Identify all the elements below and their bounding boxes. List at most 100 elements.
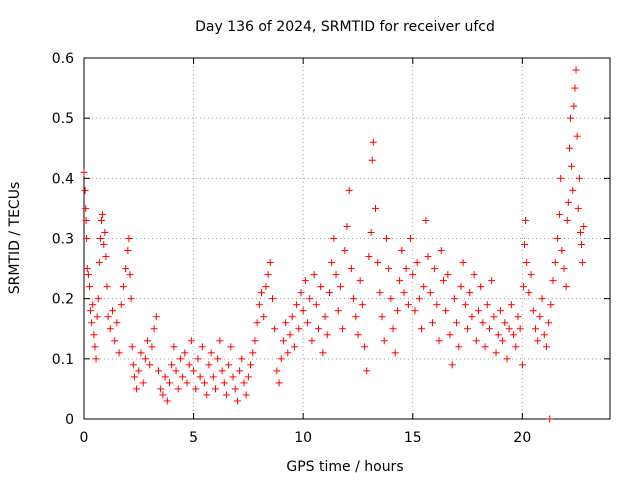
data-point <box>492 349 500 357</box>
data-point <box>225 361 233 369</box>
data-point <box>157 385 165 393</box>
data-point <box>553 235 561 242</box>
data-point <box>542 343 550 351</box>
data-point <box>549 277 557 285</box>
data-point <box>297 289 305 297</box>
data-point <box>472 337 480 345</box>
data-point <box>345 186 353 194</box>
data-point <box>122 265 130 273</box>
data-point <box>361 343 369 351</box>
data-point <box>455 343 463 351</box>
data-point <box>420 283 428 291</box>
data-point <box>496 307 504 315</box>
data-point <box>562 283 570 291</box>
data-point <box>488 277 496 285</box>
data-point <box>404 301 412 309</box>
data-point <box>176 355 184 363</box>
data-point <box>101 228 109 236</box>
data-point <box>433 301 441 309</box>
data-point <box>505 325 513 333</box>
data-point <box>521 241 529 249</box>
data-point <box>475 307 482 315</box>
data-point <box>82 216 90 224</box>
data-point <box>85 283 93 291</box>
data-point <box>310 271 318 279</box>
data-point <box>216 337 224 345</box>
data-point <box>431 265 439 273</box>
data-point <box>325 289 333 297</box>
data-point <box>203 391 211 399</box>
data-point <box>428 319 436 327</box>
data-point <box>174 385 182 393</box>
data-point <box>557 174 565 182</box>
data-point <box>89 301 97 309</box>
data-point <box>341 247 349 255</box>
data-point <box>356 277 364 285</box>
data-point <box>369 138 377 146</box>
data-point <box>144 337 152 345</box>
data-point <box>273 367 281 375</box>
data-point <box>317 283 325 291</box>
data-point <box>82 204 90 212</box>
data-point <box>510 331 518 339</box>
data-point <box>98 216 106 224</box>
data-point <box>172 367 180 375</box>
data-point <box>574 204 582 212</box>
data-point <box>347 265 355 273</box>
data-point <box>264 271 272 279</box>
data-point <box>152 313 160 321</box>
data-point <box>220 379 228 387</box>
data-point <box>301 277 309 285</box>
data-point <box>374 259 382 267</box>
data-point <box>569 186 577 194</box>
data-point <box>139 379 147 387</box>
data-point <box>141 355 149 363</box>
data-point <box>108 307 116 315</box>
data-point <box>332 271 340 279</box>
data-point <box>124 247 132 255</box>
data-point <box>279 337 287 345</box>
data-point <box>277 355 285 363</box>
data-point <box>339 325 347 333</box>
data-point <box>422 216 430 224</box>
chart-title: Day 136 of 2024, SRMTID for receiver ufc… <box>195 19 495 35</box>
data-point <box>501 319 509 327</box>
data-point <box>209 373 217 381</box>
data-point <box>170 343 178 351</box>
data-point <box>437 247 445 255</box>
data-point <box>485 325 493 333</box>
data-point <box>275 379 283 387</box>
data-point <box>83 265 91 273</box>
data-point <box>531 325 539 333</box>
data-point <box>409 271 417 279</box>
data-point <box>80 168 88 176</box>
data-point <box>387 295 395 303</box>
data-point <box>483 301 491 309</box>
data-point <box>494 331 502 339</box>
data-point <box>137 349 145 357</box>
data-point <box>556 210 564 218</box>
data-point <box>117 301 125 309</box>
data-point <box>196 373 204 381</box>
x-axis-label: GPS time / hours <box>286 459 403 475</box>
data-point <box>126 271 134 279</box>
data-point <box>150 325 158 333</box>
data-point <box>268 295 276 303</box>
data-point <box>459 259 467 267</box>
data-point <box>461 301 469 309</box>
data-point <box>91 343 99 351</box>
data-point <box>146 361 154 369</box>
data-point <box>258 289 266 297</box>
data-point <box>398 247 406 255</box>
data-point <box>415 295 423 303</box>
data-point <box>551 259 559 267</box>
data-point <box>83 235 91 242</box>
y-axis-label: SRMTID / TECUs <box>7 182 23 295</box>
data-point <box>304 319 312 327</box>
data-point <box>418 325 426 333</box>
data-point <box>363 367 371 375</box>
data-point <box>568 162 576 170</box>
data-point <box>249 349 257 357</box>
data-point <box>159 391 167 399</box>
data-point <box>371 204 379 212</box>
